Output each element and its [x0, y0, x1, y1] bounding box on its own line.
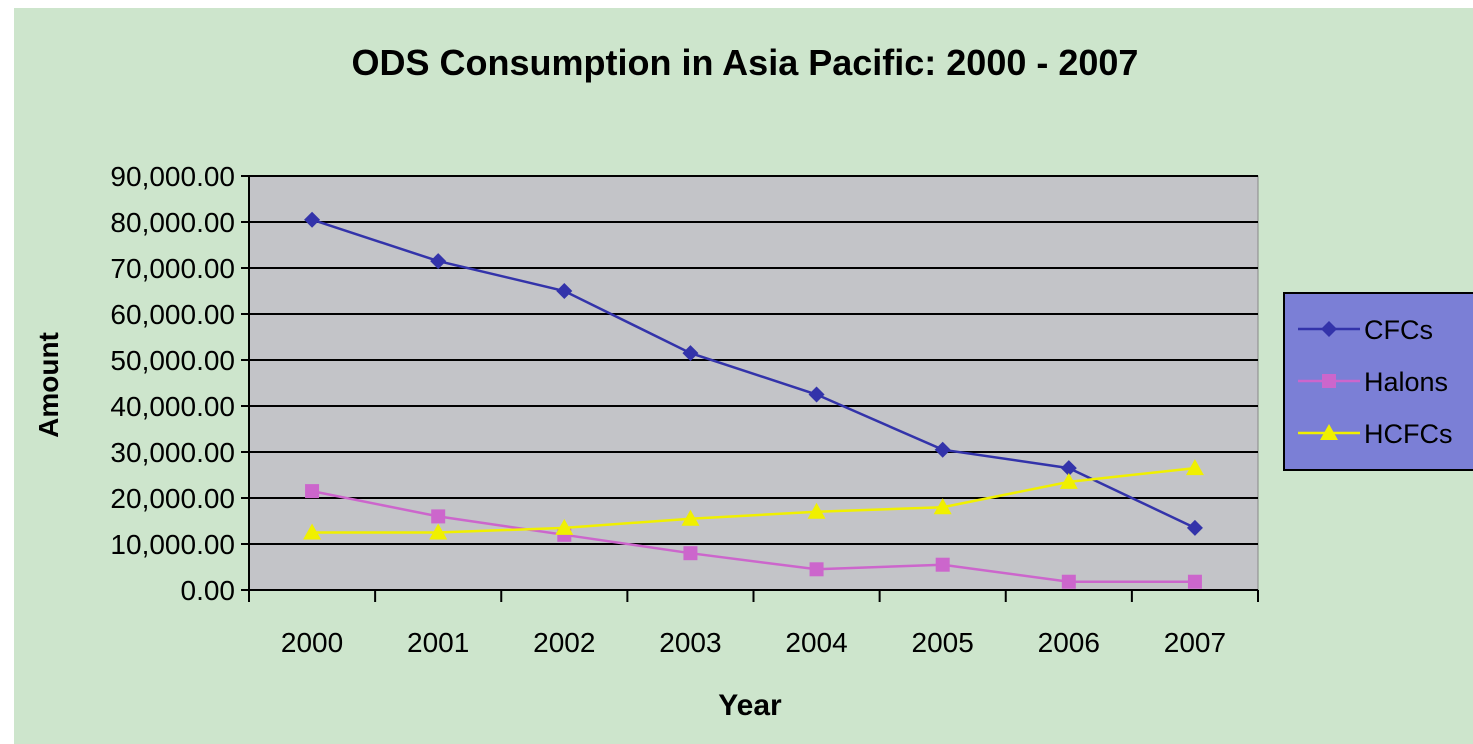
- data-point-cfcs: [1186, 519, 1203, 536]
- x-tick-label: 2007: [1164, 627, 1226, 658]
- x-tick-label: 2002: [533, 627, 595, 658]
- legend-item-cfcs: CFCs: [1298, 315, 1433, 345]
- data-point-halons: [683, 546, 698, 561]
- y-axis-label: Amount: [33, 332, 64, 438]
- data-point-halons: [809, 562, 824, 577]
- x-axis-label: Year: [718, 689, 782, 722]
- y-tick-label: 50,000.00: [110, 345, 235, 376]
- series-cfcs: [304, 211, 1203, 536]
- data-point-halons: [305, 484, 320, 499]
- y-tick-label: 0.00: [181, 575, 236, 606]
- data-point-halons: [935, 557, 950, 572]
- legend-marker-hcfcs: [1320, 424, 1338, 440]
- series-halons: [305, 484, 1202, 589]
- data-point-cfcs: [304, 211, 321, 228]
- y-tick-label: 90,000.00: [110, 161, 235, 192]
- legend-marker-cfcs: [1321, 321, 1337, 337]
- x-tick-label: 2001: [407, 627, 469, 658]
- x-tick-label: 2003: [659, 627, 721, 658]
- y-tick-label: 20,000.00: [110, 483, 235, 514]
- x-tick-label: 2006: [1038, 627, 1100, 658]
- data-point-hcfcs: [303, 523, 322, 540]
- data-point-cfcs: [430, 253, 447, 270]
- data-point-hcfcs: [807, 502, 826, 519]
- data-point-hcfcs: [1059, 472, 1078, 489]
- data-point-halons: [1187, 574, 1202, 589]
- data-point-hcfcs: [933, 498, 952, 515]
- series-hcfcs: [303, 459, 1204, 540]
- series-line-halons: [311, 489, 1195, 583]
- chart-title: ODS Consumption in Asia Pacific: 2000 - …: [352, 42, 1139, 83]
- legend: CFCs Halons HCFCs: [1283, 292, 1473, 471]
- y-tick-label: 30,000.00: [110, 437, 235, 468]
- y-tick-label: 40,000.00: [110, 391, 235, 422]
- data-point-cfcs: [934, 441, 951, 458]
- data-point-halons: [1061, 574, 1076, 589]
- legend-label-hcfcs: HCFCs: [1364, 419, 1453, 449]
- data-point-hcfcs: [555, 518, 574, 535]
- data-point-cfcs: [682, 345, 699, 362]
- data-point-hcfcs: [1185, 459, 1204, 476]
- x-tick-label: 2005: [912, 627, 974, 658]
- data-point-hcfcs: [429, 523, 448, 540]
- y-tick-label: 80,000.00: [110, 207, 235, 238]
- series-line-hcfcs: [312, 466, 1196, 534]
- y-tick-label: 70,000.00: [110, 253, 235, 284]
- y-tick-label: 60,000.00: [110, 299, 235, 330]
- data-point-cfcs: [1060, 460, 1077, 477]
- y-tick-label: 10,000.00: [110, 529, 235, 560]
- data-point-cfcs: [808, 386, 825, 403]
- plot-area: [248, 175, 1259, 591]
- legend-item-hcfcs: HCFCs: [1298, 419, 1453, 449]
- data-point-cfcs: [556, 283, 573, 299]
- x-tick-label: 2000: [281, 627, 343, 658]
- data-point-halons: [431, 509, 446, 524]
- data-point-hcfcs: [681, 509, 700, 526]
- x-tick-label: 2004: [785, 627, 847, 658]
- legend-marker-halons: [1322, 374, 1336, 388]
- legend-label-cfcs: CFCs: [1364, 315, 1433, 345]
- legend-item-halons: Halons: [1298, 367, 1448, 397]
- series-line-cfcs: [311, 218, 1196, 530]
- legend-label-halons: Halons: [1364, 367, 1448, 397]
